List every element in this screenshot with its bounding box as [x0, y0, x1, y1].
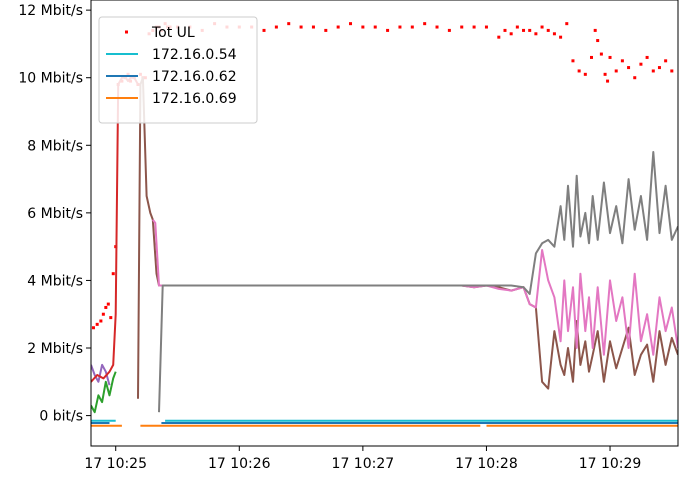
series-9 — [158, 151, 678, 413]
data-point — [410, 25, 414, 29]
data-point — [583, 72, 587, 76]
data-point — [633, 76, 637, 80]
data-point — [627, 66, 631, 70]
data-point — [670, 69, 674, 73]
data-point — [589, 55, 593, 59]
x-tick-label: 17 10:29 — [579, 456, 642, 472]
data-point — [262, 28, 266, 32]
x-tick-label: 17 10:26 — [208, 456, 271, 472]
data-point — [559, 35, 563, 39]
data-point — [509, 32, 513, 36]
legend-label: 172.16.0.62 — [152, 69, 237, 85]
y-axis: 0 bit/s 2 Mbit/s 4 Mbit/s 6 Mbit/s 8 Mbit/s 1… — [18, 3, 91, 425]
series-line — [158, 151, 678, 413]
data-point — [515, 25, 519, 29]
data-point — [540, 25, 544, 29]
y-tick-label: 8 Mbit/s — [27, 138, 83, 154]
data-point — [299, 25, 303, 29]
data-point — [651, 69, 655, 73]
data-point — [503, 28, 507, 32]
data-point — [91, 326, 95, 330]
data-point — [599, 52, 603, 56]
legend-item: Tot UL — [125, 25, 195, 41]
data-point — [109, 316, 113, 320]
data-point — [522, 28, 526, 32]
data-point — [497, 35, 501, 39]
legend-item: 172.16.0.54 — [106, 47, 237, 63]
data-point — [336, 25, 340, 29]
data-point — [534, 32, 538, 36]
data-point — [104, 305, 108, 309]
legend-item: 172.16.0.69 — [106, 91, 237, 107]
data-point — [596, 39, 600, 43]
legend: Tot UL 172.16.0.54 172.16.0.62 172.16.0.69 — [98, 16, 258, 124]
legend-box — [98, 16, 258, 124]
data-point — [606, 79, 610, 83]
y-tick-label: 4 Mbit/s — [27, 273, 83, 289]
data-point — [435, 25, 439, 29]
data-point — [639, 62, 643, 66]
data-point — [657, 66, 661, 70]
legend-label: 172.16.0.69 — [152, 91, 237, 107]
series-8 — [151, 219, 678, 356]
data-point — [111, 272, 115, 276]
data-point — [577, 69, 581, 73]
legend-label: 172.16.0.54 — [152, 47, 237, 63]
series-4 — [91, 371, 117, 414]
legend-item: 172.16.0.62 — [106, 69, 237, 85]
y-tick-label: 2 Mbit/s — [27, 341, 83, 357]
data-point — [373, 25, 377, 29]
data-point — [95, 322, 99, 326]
data-point — [593, 28, 597, 32]
data-point — [528, 28, 532, 32]
legend-label: Tot UL — [151, 25, 195, 41]
data-point — [361, 25, 365, 29]
data-point — [287, 22, 291, 26]
data-point — [571, 59, 575, 63]
data-point — [472, 25, 476, 29]
data-point — [484, 25, 488, 29]
data-point — [546, 28, 550, 32]
x-tick-label: 17 10:28 — [455, 456, 518, 472]
y-tick-label: 10 Mbit/s — [18, 71, 83, 87]
plot-frame — [90, 0, 679, 447]
data-point — [349, 22, 353, 26]
data-point — [565, 22, 569, 26]
legend-marker-dot — [125, 30, 128, 34]
data-point — [398, 25, 402, 29]
series-line — [151, 219, 678, 356]
x-axis: 17 10:25 17 10:26 17 10:27 17 10:28 17 10:29… — [84, 446, 642, 472]
x-tick-label: 17 10:25 — [84, 456, 147, 472]
data-point — [274, 25, 278, 29]
data-point — [645, 55, 649, 59]
data-point — [423, 22, 427, 26]
series-line — [91, 371, 117, 414]
data-point — [447, 28, 451, 32]
data-point — [552, 32, 556, 36]
data-point — [603, 72, 607, 76]
data-point — [664, 59, 668, 63]
y-tick-label: 0 bit/s — [39, 409, 83, 425]
y-tick-label: 6 Mbit/s — [27, 206, 83, 222]
data-point — [101, 312, 105, 316]
data-point — [460, 25, 464, 29]
data-point — [311, 25, 315, 29]
data-point — [614, 69, 618, 73]
data-point — [620, 59, 624, 63]
data-point — [106, 302, 110, 306]
data-point — [608, 55, 612, 59]
data-point — [99, 319, 103, 323]
data-point — [324, 28, 328, 32]
data-point — [386, 28, 390, 32]
y-tick-label: 12 Mbit/s — [18, 3, 83, 19]
x-tick-label: 17 10:27 — [332, 456, 395, 472]
